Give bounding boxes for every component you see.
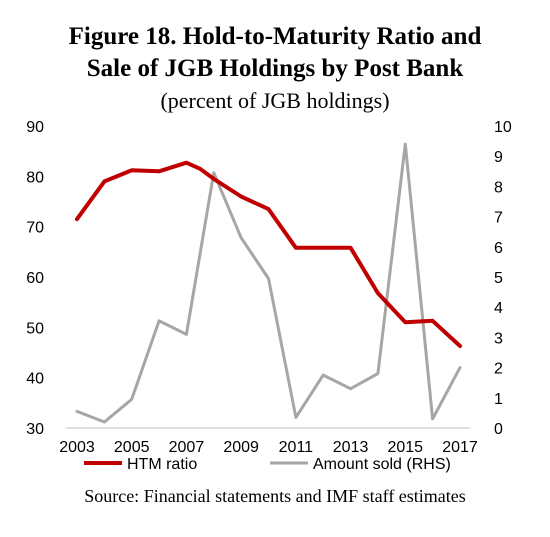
x-tick-label: 2005 — [114, 439, 150, 456]
y-left-tick-label: 70 — [26, 220, 44, 237]
chart-title-line-2: Sale of JGB Holdings by Post Bank — [86, 55, 464, 82]
legend: HTM ratio Amount sold (RHS) — [84, 456, 451, 473]
y-right-tick-label: 5 — [494, 270, 503, 287]
x-tick-label: 2015 — [387, 439, 423, 456]
y-right-tick-label: 6 — [494, 240, 503, 257]
y-right-tick-label: 0 — [494, 421, 503, 438]
legend-htm-ratio-label: HTM ratio — [127, 456, 197, 473]
y-right-tick-label: 1 — [494, 391, 503, 408]
y-left-tick-label: 50 — [26, 320, 44, 337]
x-tick-label: 2009 — [223, 439, 259, 456]
x-tick-label: 2003 — [59, 439, 95, 456]
y-right-tick-label: 4 — [494, 300, 503, 317]
y-left-tick-label: 90 — [26, 119, 44, 136]
y-right-tick-label: 10 — [494, 119, 512, 136]
y-right-tick-label: 9 — [494, 149, 503, 166]
y-right-tick-label: 3 — [494, 330, 503, 347]
legend-amount-sold-label: Amount sold (RHS) — [313, 456, 451, 473]
y-right-tick-label: 8 — [494, 179, 503, 196]
series-lines — [75, 142, 462, 424]
chart-title-line-1: Figure 18. Hold-to-Maturity Ratio and — [68, 23, 482, 50]
tick-labels: 30 40 50 60 70 80 90 0 1 2 3 4 5 6 7 8 9 10 2003 2005 2007 20… — [26, 119, 512, 456]
y-right-tick-label: 2 — [494, 361, 503, 378]
source-note: Source: Financial statements and IMF sta… — [84, 486, 466, 506]
y-right-tick-label: 7 — [494, 210, 503, 227]
amount-sold-line — [75, 142, 462, 424]
y-left-tick-label: 30 — [26, 421, 44, 438]
x-tick-label: 2017 — [442, 439, 478, 456]
chart-subtitle: (percent of JGB holdings) — [160, 88, 390, 113]
y-left-tick-label: 60 — [26, 270, 44, 287]
y-left-tick-label: 40 — [26, 371, 44, 388]
htm-ratio-line — [75, 160, 462, 348]
x-tick-label: 2007 — [169, 439, 205, 456]
x-tick-label: 2011 — [279, 439, 314, 456]
x-tick-label: 2013 — [333, 439, 369, 456]
y-left-tick-label: 80 — [26, 169, 44, 186]
